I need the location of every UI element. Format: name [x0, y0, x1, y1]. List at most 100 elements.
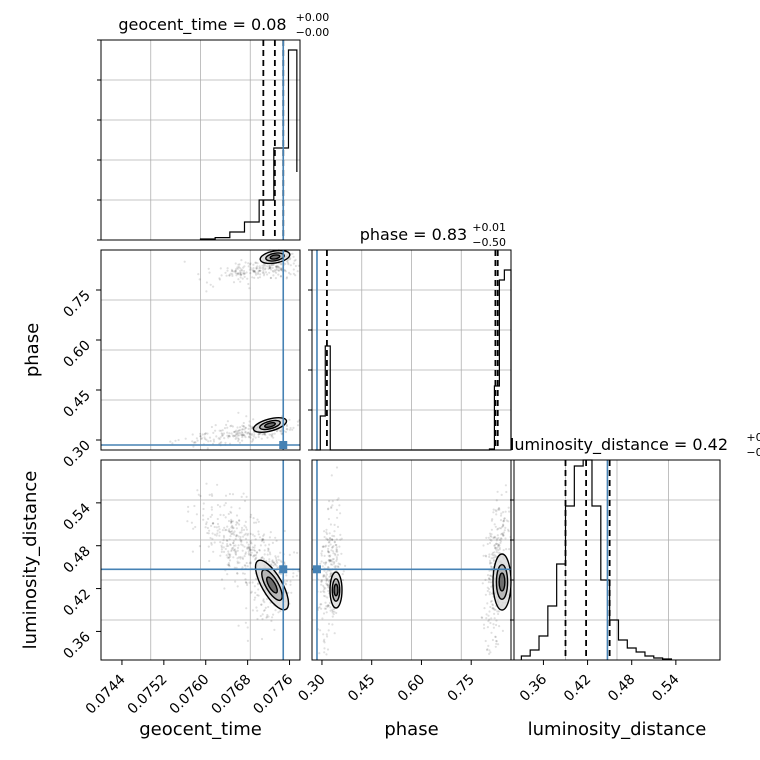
- phase-geocent-upper-sample-point: [218, 278, 221, 281]
- dist-geocent-sample-point: [271, 559, 274, 562]
- dist-phase-left-sample-point: [324, 561, 327, 564]
- dist-phase-right-sample-point: [493, 608, 496, 611]
- dist-phase-left-sample-point: [328, 575, 331, 579]
- dist-phase-right-sample-point: [480, 616, 483, 619]
- dist-phase-left-sample-point: [331, 560, 334, 563]
- dist-phase-right-sample-point: [488, 652, 491, 656]
- phase-geocent-lower-sample-point: [272, 436, 275, 439]
- phase-geocent-ytick-label: 0.30: [60, 438, 93, 471]
- dist-geocent-core-sample-point: [268, 560, 271, 563]
- dist-geocent-sample-point: [210, 508, 213, 511]
- dist-geocent-core-sample-point: [277, 611, 280, 614]
- dist-phase-left-sample-point: [326, 577, 329, 580]
- dist-phase-right-sample-point: [495, 623, 498, 627]
- dist-geocent-sample-point: [260, 557, 263, 560]
- dist-phase-left-sample-point: [335, 569, 338, 572]
- phase-geocent-upper-sample-point: [279, 275, 282, 278]
- dist-phase-left-sample-point: [324, 607, 328, 610]
- dist-geocent-sample-point: [236, 560, 239, 563]
- dist-phase-left-sample-point: [329, 523, 332, 526]
- phase-geocent-lower-sample-point: [242, 421, 245, 425]
- phase-geocent-lower-sample-point: [280, 429, 283, 432]
- phase-geocent-upper-sample-point: [239, 276, 242, 279]
- dist-geocent-sample-point: [213, 525, 216, 529]
- phase-geocent-lower-sample-point: [270, 433, 273, 436]
- dist-geocent-sample-point: [222, 514, 225, 517]
- dist-geocent-sample-point: [250, 551, 253, 554]
- dist-phase-frame: [311, 459, 512, 661]
- dist-phase-left-sample-point: [324, 544, 328, 547]
- dist-phase-right-sample-point: [498, 527, 501, 530]
- dist-geocent-sample-point: [228, 565, 231, 568]
- dist-geocent-sample-point: [234, 552, 237, 555]
- phase-geocent-lower-sample-point: [227, 434, 230, 437]
- phase-geocent-lower-sample-point: [229, 425, 232, 428]
- dist-geocent-sample-point: [246, 565, 249, 568]
- phase-geocent-upper-sample-point: [297, 264, 300, 267]
- dist-geocent-core-sample-point: [262, 599, 265, 602]
- dist-geocent-sample-point: [235, 534, 238, 537]
- dist-phase-right-sample-point: [489, 562, 492, 565]
- dist-phase-right-sample-point: [495, 542, 498, 545]
- phase-geocent-lower-sample-point: [242, 434, 245, 437]
- dist-geocent-sample-point: [210, 524, 213, 528]
- dist-geocent-sample-point: [229, 555, 232, 558]
- dist-geocent-sample-point: [239, 555, 242, 559]
- dist-geocent-sample-point: [235, 566, 238, 569]
- dist-phase-left-sample-point: [327, 589, 330, 593]
- dist-phase-left-sample-point: [339, 538, 342, 541]
- dist-phase-left-sample-point: [335, 538, 338, 541]
- phase-geocent-lower-sample-point: [222, 432, 226, 435]
- dist-geocent-core-sample-point: [249, 553, 252, 557]
- phase-geocent-lower-sample-point: [228, 432, 231, 435]
- phase-geocent-upper-sample-point: [238, 273, 241, 276]
- phase-geocent-lower-sample-point: [237, 439, 240, 443]
- dist-phase-right-sample-point: [497, 536, 500, 540]
- dist-phase-left-sample-point: [336, 550, 339, 553]
- dist-geocent-sample-point: [232, 544, 236, 547]
- luminosity-distance-title-lower-error: −0.03: [746, 446, 760, 459]
- phase-geocent-upper-sample-point: [256, 262, 259, 265]
- dist-phase-left-sample-point: [325, 653, 328, 656]
- phase-geocent-lower-sample-point: [238, 429, 241, 432]
- phase-geocent-lower-sample-point: [264, 434, 267, 437]
- phase-geocent-upper-sample-point: [283, 269, 286, 272]
- phase-geocent-lower-sample-point: [248, 433, 251, 436]
- dist-phase-right-sample-point: [489, 621, 492, 625]
- dist-geocent-sample-point: [216, 529, 219, 532]
- phase-geocent-upper-sample-point: [274, 265, 278, 268]
- phase-geocent-lower-sample-point: [203, 436, 206, 439]
- dist-geocent-sample-point: [211, 532, 214, 535]
- dist-geocent-sample-point: [205, 523, 208, 526]
- dist-phase-left-sample-point: [341, 573, 344, 576]
- phase-geocent-lower-sample-point: [241, 428, 244, 431]
- dist-phase-right-sample-point: [490, 533, 493, 536]
- dist-phase-left-sample-point: [337, 565, 340, 569]
- phase-geocent-lower-sample-point: [296, 420, 299, 423]
- dist-phase-left-sample-point: [338, 545, 341, 548]
- dist-phase-right-sample-point: [496, 490, 499, 493]
- phase-geocent-upper-sample-point: [240, 259, 243, 262]
- dist-geocent-sample-point: [234, 538, 237, 541]
- phase-geocent-lower-sample-point: [292, 426, 295, 429]
- phase-geocent-lower-sample-point: [273, 432, 276, 435]
- phase-geocent-lower-sample-point: [214, 424, 217, 427]
- phase-geocent-upper-sample-point: [280, 268, 283, 272]
- dist-phase-right-sample-point: [495, 639, 498, 643]
- phase-geocent-lower-sample-point: [275, 429, 278, 432]
- phase-geocent-lower-sample-point: [232, 435, 235, 438]
- dist-phase-right-sample-point: [501, 532, 504, 535]
- dist-phase-right-sample-point: [498, 548, 501, 551]
- dist-phase-right-sample-point: [482, 544, 485, 547]
- dist-geocent-sample-point: [239, 537, 242, 540]
- phase-geocent-upper-sample-point: [233, 270, 236, 273]
- phase-geocent-upper-sample-point: [242, 269, 246, 273]
- phase-geocent-lower-sample-point: [239, 429, 242, 432]
- dist-phase-right-sample-point: [493, 612, 496, 616]
- dist-geocent-core-sample-point: [277, 566, 280, 569]
- dist-geocent-sample-point: [243, 555, 246, 558]
- dist-geocent-sample-point: [231, 532, 234, 536]
- dist-geocent-sample-point: [241, 557, 245, 561]
- dist-geocent-sample-point: [248, 553, 251, 556]
- dist-phase-left-sample-point: [322, 561, 325, 564]
